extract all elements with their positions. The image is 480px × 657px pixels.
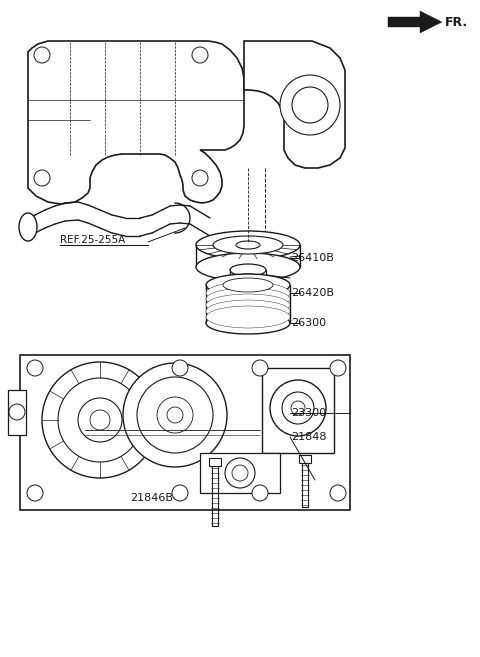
Circle shape	[192, 47, 208, 63]
Circle shape	[167, 407, 183, 423]
Circle shape	[280, 75, 340, 135]
Bar	[209, 458, 221, 466]
Text: 23300: 23300	[291, 408, 326, 418]
Ellipse shape	[19, 213, 37, 241]
Text: REF.25-255A: REF.25-255A	[60, 235, 125, 245]
Ellipse shape	[206, 312, 290, 334]
Text: 26420B: 26420B	[291, 288, 334, 298]
Bar	[20, 355, 350, 510]
Circle shape	[252, 360, 268, 376]
Circle shape	[157, 397, 193, 433]
Ellipse shape	[230, 274, 266, 286]
Circle shape	[252, 485, 268, 501]
Circle shape	[292, 87, 328, 123]
Ellipse shape	[206, 294, 290, 316]
Circle shape	[291, 401, 305, 415]
Circle shape	[27, 485, 43, 501]
Circle shape	[192, 170, 208, 186]
Circle shape	[123, 363, 227, 467]
Circle shape	[34, 47, 50, 63]
Circle shape	[282, 392, 314, 424]
Polygon shape	[244, 41, 345, 168]
Circle shape	[27, 360, 43, 376]
Circle shape	[225, 458, 255, 488]
Ellipse shape	[206, 288, 290, 310]
Polygon shape	[28, 41, 244, 204]
Ellipse shape	[213, 236, 283, 254]
Polygon shape	[388, 11, 442, 33]
Text: FR.: FR.	[445, 16, 468, 28]
Ellipse shape	[206, 282, 290, 304]
Ellipse shape	[206, 306, 290, 328]
Ellipse shape	[196, 231, 300, 259]
Ellipse shape	[206, 274, 290, 296]
Circle shape	[137, 377, 213, 453]
Bar	[299, 455, 311, 463]
Circle shape	[172, 485, 188, 501]
Ellipse shape	[196, 253, 300, 281]
Text: 21846B: 21846B	[130, 493, 173, 503]
Ellipse shape	[236, 241, 260, 249]
Circle shape	[330, 360, 346, 376]
Circle shape	[270, 380, 326, 436]
Text: 26410B: 26410B	[291, 253, 334, 263]
Ellipse shape	[230, 264, 266, 276]
Circle shape	[34, 170, 50, 186]
Bar	[8, 390, 26, 435]
Circle shape	[232, 465, 248, 481]
Circle shape	[58, 378, 142, 462]
Bar	[262, 368, 334, 453]
Circle shape	[42, 362, 158, 478]
Circle shape	[330, 485, 346, 501]
Ellipse shape	[223, 278, 273, 292]
Ellipse shape	[206, 300, 290, 322]
Circle shape	[172, 360, 188, 376]
Text: 21848: 21848	[291, 432, 326, 442]
Circle shape	[9, 404, 25, 420]
Bar	[200, 453, 280, 493]
Circle shape	[90, 410, 110, 430]
Circle shape	[78, 398, 122, 442]
Text: 26300: 26300	[291, 318, 326, 328]
